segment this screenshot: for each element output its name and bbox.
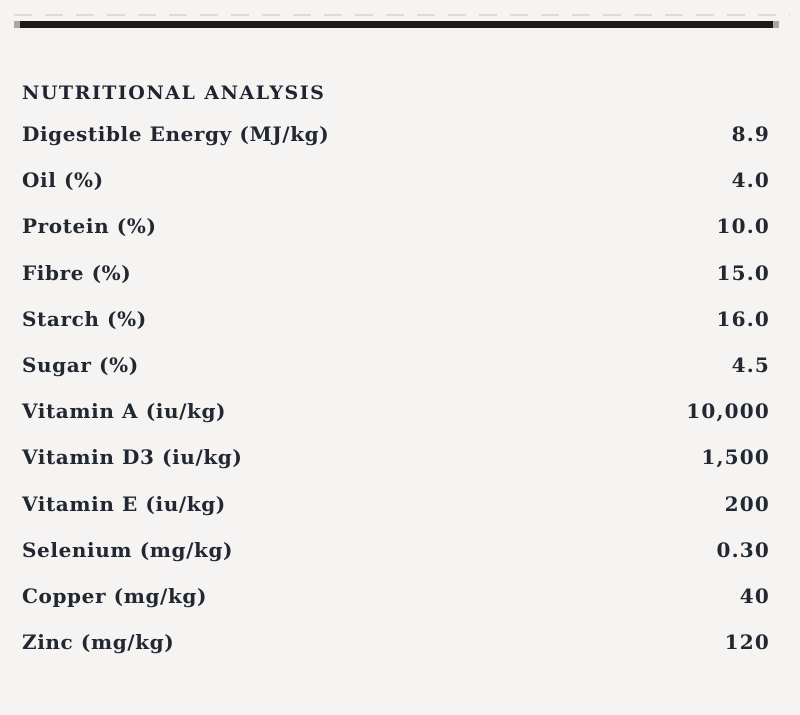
nutrient-value: 4.5: [731, 353, 770, 378]
nutrient-value: 15.0: [716, 260, 770, 285]
nutrient-value: 40: [739, 583, 770, 608]
nutrient-label: Oil (%): [22, 168, 104, 193]
nutrient-value: 200: [724, 491, 770, 516]
nutrient-label: Zinc (mg/kg): [22, 630, 175, 655]
nutrient-value: 10,000: [686, 399, 770, 424]
dashed-divider: [14, 14, 790, 16]
nutrition-row: Fibre (%) 15.0: [22, 250, 770, 296]
section-title: NUTRITIONAL ANALYSIS: [22, 81, 326, 104]
section-divider-rule: [14, 21, 779, 28]
nutrition-row: Copper (mg/kg) 40: [22, 573, 770, 619]
nutrition-row: Protein (%) 10.0: [22, 203, 770, 249]
nutrition-row: Selenium (mg/kg) 0.30: [22, 527, 770, 573]
nutrient-label: Digestible Energy (MJ/kg): [22, 122, 330, 147]
nutrient-label: Vitamin D3 (iu/kg): [22, 445, 243, 470]
nutrition-row: Vitamin A (iu/kg) 10,000: [22, 388, 770, 434]
nutrition-row: Sugar (%) 4.5: [22, 342, 770, 388]
nutrient-label: Selenium (mg/kg): [22, 537, 234, 562]
nutrient-label: Protein (%): [22, 214, 157, 239]
nutrient-value: 4.0: [731, 168, 770, 193]
nutrition-row: Vitamin E (iu/kg) 200: [22, 481, 770, 527]
nutrient-label: Starch (%): [22, 306, 147, 331]
nutrient-value: 1,500: [701, 445, 770, 470]
nutrient-label: Vitamin A (iu/kg): [22, 399, 227, 424]
nutrition-row: Oil (%) 4.0: [22, 157, 770, 203]
nutrient-label: Vitamin E (iu/kg): [22, 491, 226, 516]
nutrition-row: Digestible Energy (MJ/kg) 8.9: [22, 111, 770, 157]
nutrient-value: 0.30: [716, 537, 770, 562]
nutrition-row: Vitamin D3 (iu/kg) 1,500: [22, 434, 770, 480]
nutrition-row: Starch (%) 16.0: [22, 296, 770, 342]
nutrient-value: 8.9: [731, 122, 770, 147]
nutrition-row: Zinc (mg/kg) 120: [22, 619, 770, 665]
nutrient-label: Copper (mg/kg): [22, 583, 208, 608]
nutrient-value: 10.0: [716, 214, 770, 239]
nutrient-label: Fibre (%): [22, 260, 132, 285]
nutritional-analysis-table: Digestible Energy (MJ/kg) 8.9 Oil (%) 4.…: [22, 111, 770, 665]
nutrient-label: Sugar (%): [22, 353, 139, 378]
nutrient-value: 16.0: [716, 306, 770, 331]
nutrient-value: 120: [724, 630, 770, 655]
